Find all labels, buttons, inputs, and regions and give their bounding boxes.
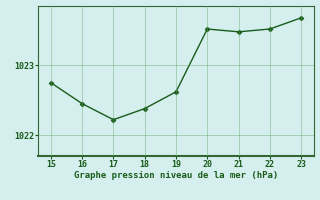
X-axis label: Graphe pression niveau de la mer (hPa): Graphe pression niveau de la mer (hPa)	[74, 171, 278, 180]
